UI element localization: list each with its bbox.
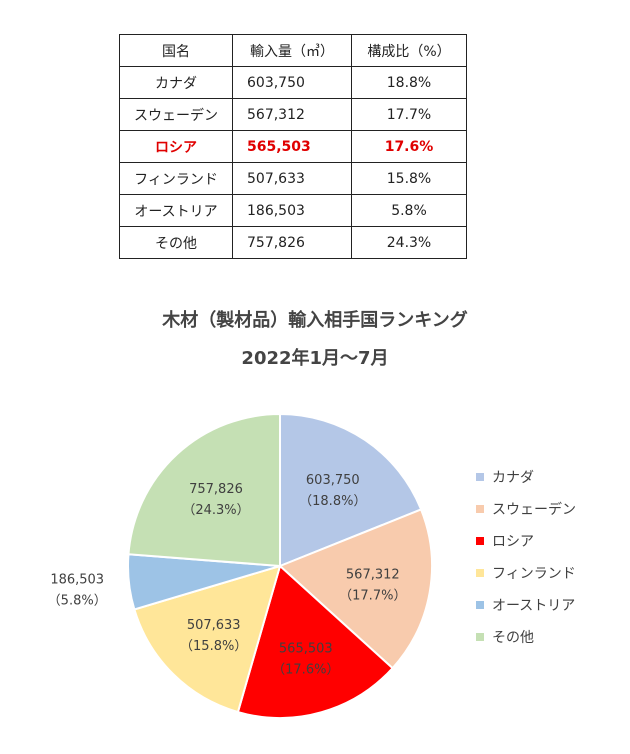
cell-volume: 565,503: [232, 130, 352, 163]
slice-label: 757,826 （24.3%）: [182, 482, 249, 518]
cell-country: カナダ: [119, 66, 233, 99]
cell-country: ロシア: [119, 130, 233, 163]
cell-share: 17.7%: [351, 98, 467, 131]
slice-label: 186,503 （5.8%）: [48, 573, 107, 609]
legend-swatch: [476, 537, 484, 545]
slice-percent-label: （24.3%）: [182, 503, 249, 518]
legend-item: フィンランド: [476, 566, 576, 582]
slice-label: 567,312 （17.7%）: [339, 568, 406, 604]
slice-value-label: 757,826: [189, 482, 243, 497]
slice-value-label: 186,503: [50, 573, 104, 588]
slice-label: 565,503 （17.6%）: [272, 642, 339, 678]
legend-swatch: [476, 505, 484, 513]
slice-value-label: 603,750: [306, 473, 360, 488]
legend-swatch: [476, 633, 484, 641]
table-row: その他 757,826 24.3%: [119, 226, 467, 259]
table-row: スウェーデン 567,312 17.7%: [119, 98, 467, 131]
legend-swatch: [476, 569, 484, 577]
slice-percent-label: （15.8%）: [180, 639, 247, 654]
table-header-row: 国名 輸入量（㎥） 構成比（%）: [119, 34, 467, 67]
slice-value-label: 565,503: [279, 642, 333, 657]
chart-subtitle: 2022年1月～7月: [241, 348, 389, 369]
table-row: カナダ 603,750 18.8%: [119, 66, 467, 99]
header-volume: 輸入量（㎥）: [232, 34, 352, 67]
cell-volume: 186,503: [232, 194, 352, 227]
pie-slice: [278, 508, 433, 670]
pie-slice: [133, 564, 282, 714]
slice-percent-label: （17.6%）: [272, 663, 339, 678]
slice-value-label: 567,312: [346, 568, 400, 583]
legend-label: フィンランド: [492, 566, 576, 582]
cell-volume: 507,633: [232, 162, 352, 195]
legend-label: カナダ: [492, 470, 534, 486]
slice-percent-label: （18.8%）: [299, 494, 366, 509]
table-row: フィンランド 507,633 15.8%: [119, 162, 467, 195]
slice-label: 603,750 （18.8%）: [299, 473, 366, 509]
cell-country: フィンランド: [119, 162, 233, 195]
legend-label: オーストリア: [492, 598, 575, 614]
legend-item: オーストリア: [476, 598, 575, 614]
legend-item: スウェーデン: [476, 501, 576, 518]
chart-title: 木材（製材品）輸入相手国ランキング: [162, 310, 468, 331]
cell-country: スウェーデン: [119, 98, 233, 131]
legend-item: ロシア: [476, 534, 534, 550]
legend-label: ロシア: [492, 534, 534, 550]
legend-item: カナダ: [476, 470, 534, 486]
import-table: 国名 輸入量（㎥） 構成比（%） カナダ 603,750 18.8% スウェーデ…: [119, 34, 467, 259]
cell-share: 24.3%: [351, 226, 467, 259]
slice-percent-label: （17.7%）: [339, 589, 406, 604]
cell-volume: 567,312: [232, 98, 352, 131]
pie-slice: [279, 412, 423, 568]
legend-label: その他: [492, 630, 534, 646]
slice-value-label: 507,633: [187, 618, 241, 633]
pie-slice: [236, 564, 394, 719]
table-row-highlighted: ロシア 565,503 17.6%: [119, 130, 467, 163]
table-row: オーストリア 186,503 5.8%: [119, 194, 467, 227]
legend-item: その他: [476, 630, 534, 646]
header-country: 国名: [119, 34, 233, 67]
legend-swatch: [476, 473, 484, 481]
legend-swatch: [476, 601, 484, 609]
slice-percent-label: （5.8%）: [48, 594, 107, 609]
slice-label: 507,633 （15.8%）: [180, 618, 247, 654]
cell-volume: 757,826: [232, 226, 352, 259]
cell-country: その他: [119, 226, 233, 259]
legend-label: スウェーデン: [492, 501, 576, 518]
cell-share: 18.8%: [351, 66, 467, 99]
pie-slice: [127, 412, 281, 568]
cell-share: 15.8%: [351, 162, 467, 195]
cell-share: 17.6%: [351, 130, 467, 163]
cell-country: オーストリア: [119, 194, 233, 227]
